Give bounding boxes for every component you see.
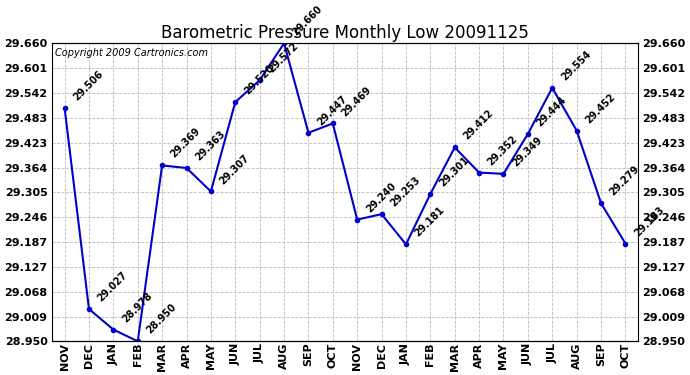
Text: 29.349: 29.349 [511,135,544,168]
Text: 29.554: 29.554 [559,49,593,82]
Text: 29.506: 29.506 [72,69,105,102]
Text: 29.660: 29.660 [291,4,324,38]
Text: 28.978: 28.978 [120,290,154,324]
Text: 29.452: 29.452 [584,92,617,125]
Text: 29.240: 29.240 [364,180,397,214]
Text: 29.027: 29.027 [96,270,130,303]
Text: 29.572: 29.572 [266,41,300,75]
Text: 29.520: 29.520 [242,63,276,96]
Text: 29.301: 29.301 [437,155,471,189]
Text: 29.447: 29.447 [315,94,349,127]
Text: 29.363: 29.363 [193,129,227,162]
Text: Copyright 2009 Cartronics.com: Copyright 2009 Cartronics.com [55,48,208,58]
Text: 29.183: 29.183 [632,204,666,238]
Text: 29.444: 29.444 [535,95,569,128]
Text: 29.352: 29.352 [486,134,520,167]
Text: 29.469: 29.469 [339,84,373,118]
Text: 29.181: 29.181 [413,205,446,239]
Text: 29.369: 29.369 [169,126,203,160]
Title: Barometric Pressure Monthly Low 20091125: Barometric Pressure Monthly Low 20091125 [161,24,529,42]
Text: 29.279: 29.279 [608,164,642,198]
Text: 29.307: 29.307 [218,152,251,186]
Text: 28.950: 28.950 [145,302,178,336]
Text: 29.412: 29.412 [462,108,495,142]
Text: 29.253: 29.253 [388,175,422,208]
